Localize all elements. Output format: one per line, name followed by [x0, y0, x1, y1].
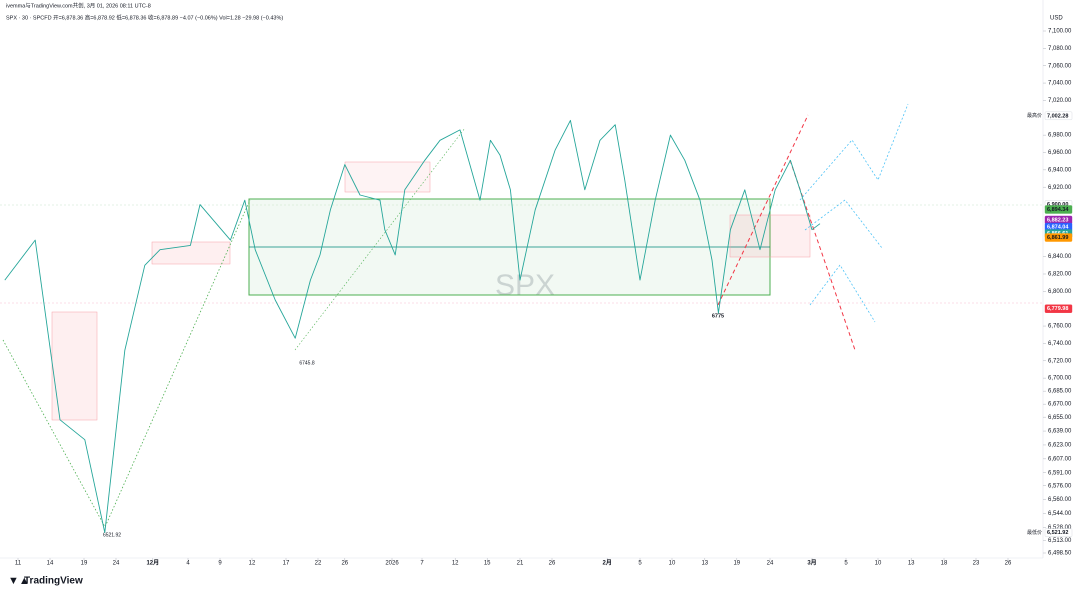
y-tick-label: 6,740.00 — [1048, 341, 1072, 347]
y-tick-label: 6,655.00 — [1048, 415, 1072, 421]
price-badge — [1044, 528, 1073, 537]
x-tick-label: 23 — [973, 561, 980, 567]
projection — [789, 159, 856, 351]
y-tick-label: 6,720.00 — [1048, 358, 1072, 364]
y-tick-label: 7,080.00 — [1048, 46, 1072, 52]
x-tick-label: 15 — [484, 561, 491, 567]
low-label: 最低价 — [1027, 529, 1042, 536]
price-badge-label: 6,900.00 — [1047, 202, 1068, 208]
x-tick-label: 7 — [420, 561, 424, 567]
x-tick-label: 12 — [249, 561, 256, 567]
x-tick-label: 12 — [452, 561, 459, 567]
price-badge — [1044, 111, 1073, 121]
watermark: SPX — [495, 269, 555, 302]
x-tick-label: 19 — [733, 561, 740, 567]
y-tick-label: 7,040.00 — [1048, 81, 1072, 87]
y-tick-label: 7,100.00 — [1048, 29, 1072, 35]
x-tick-label: 10 — [875, 561, 882, 567]
x-tick-label: 13 — [701, 561, 708, 567]
y-tick-label: 6,700.00 — [1048, 376, 1072, 382]
x-tick-label: 13 — [908, 561, 915, 567]
y-tick-label: 6,685.00 — [1048, 389, 1072, 395]
price-line — [4, 119, 821, 534]
trend-line — [2, 199, 251, 528]
price-badge-label: 6,861.99 — [1047, 235, 1068, 241]
y-tick-label: 6,960.00 — [1048, 150, 1072, 156]
annotation: 6521.92 — [103, 532, 121, 538]
y-tick-label: 6,513.00 — [1048, 538, 1072, 544]
zone-box — [151, 241, 231, 265]
zone-box — [729, 214, 811, 258]
x-tick-label: 22 — [315, 561, 322, 567]
brand: TradingView — [24, 576, 83, 587]
y-tick-label: 6,920.00 — [1048, 185, 1072, 191]
x-tick-label: 24 — [767, 561, 774, 567]
price-badge-label: 6,882.23 — [1047, 217, 1068, 223]
y-tick-label: 6,840.00 — [1048, 254, 1072, 260]
x-tick-label: 2月 — [603, 559, 612, 567]
price-badge — [1044, 233, 1073, 242]
y-tick-label: 6,591.00 — [1048, 470, 1072, 476]
y-tick-label: 6,528.00 — [1048, 525, 1072, 531]
y-tick-label: 6,639.00 — [1048, 429, 1072, 435]
x-tick-label: 4 — [186, 561, 190, 567]
price-badge-label: 7,002.28 — [1047, 113, 1068, 119]
y-tick-label: 6,623.00 — [1048, 443, 1072, 449]
y-tick-label: 6,498.50 — [1048, 551, 1072, 557]
annotation: 6745.8 — [299, 360, 315, 366]
x-tick-label: 17 — [283, 561, 290, 567]
x-tick-label: 19 — [81, 561, 88, 567]
x-tick-label: 26 — [1005, 561, 1012, 567]
x-tick-label: 14 — [47, 561, 54, 567]
annotation: 6775 — [712, 313, 724, 319]
logo-mark: ▼▲ — [8, 575, 30, 587]
price-badge-label: 6,779.98 — [1047, 306, 1068, 312]
y-tick-label: 6,607.00 — [1048, 456, 1072, 462]
projection — [809, 264, 876, 323]
y-tick-label: 6,940.00 — [1048, 167, 1072, 173]
y-tick-label: 6,980.00 — [1048, 133, 1072, 139]
x-tick-label: 5 — [844, 561, 848, 567]
logo: ▼▲ TradingView — [8, 575, 83, 587]
x-tick-label: 26 — [341, 561, 348, 567]
x-tick-label: 11 — [15, 561, 22, 567]
drawings — [0, 103, 1043, 528]
projection — [804, 199, 883, 249]
y-tick-label: 7,020.00 — [1048, 98, 1072, 104]
y-tick-label: 6,820.00 — [1048, 272, 1072, 278]
y-tick-label: 6,576.00 — [1048, 483, 1072, 489]
source-text: ivemma与TradingView.com共创, 3月 01, 2026 08… — [6, 1, 151, 9]
high-label: 最高价 — [1027, 112, 1042, 119]
symbol-info: SPX · 30 · SPCFD 开=6,878.36 高=6,878.92 低… — [6, 13, 283, 21]
x-tick-label: 12月 — [146, 559, 159, 567]
trend-line — [294, 127, 466, 351]
projection — [717, 114, 809, 306]
price-badge-label: 6,894.34 — [1047, 207, 1069, 213]
x-tick-label: 9 — [218, 561, 222, 567]
currency: USD — [1050, 16, 1063, 22]
price-badge — [1044, 205, 1073, 214]
x-tick-label: 26 — [549, 561, 556, 567]
y-tick-label: 6,760.00 — [1048, 324, 1072, 330]
price-badge — [1044, 304, 1073, 313]
price-badge-label: 6,874.04 — [1047, 225, 1069, 231]
zone-box — [344, 161, 431, 193]
x-tick-label: 3月 — [807, 559, 816, 567]
x-tick-label: 24 — [113, 561, 120, 567]
y-tick-label: 6,544.00 — [1048, 511, 1072, 517]
x-tick-label: 10 — [669, 561, 676, 567]
price-badge-label: 6,521.92 — [1047, 530, 1068, 536]
x-tick-label: 21 — [517, 561, 524, 567]
x-tick-label: 2026 — [385, 561, 399, 567]
x-tick-label: 18 — [941, 561, 948, 567]
y-tick-label: 6,670.00 — [1048, 402, 1072, 408]
zone-box — [51, 311, 98, 421]
y-tick-label: 7,060.00 — [1048, 63, 1072, 69]
x-tick-label: 5 — [638, 561, 642, 567]
y-tick-label: 6,560.00 — [1048, 497, 1072, 503]
y-tick-label: 6,800.00 — [1048, 289, 1072, 295]
